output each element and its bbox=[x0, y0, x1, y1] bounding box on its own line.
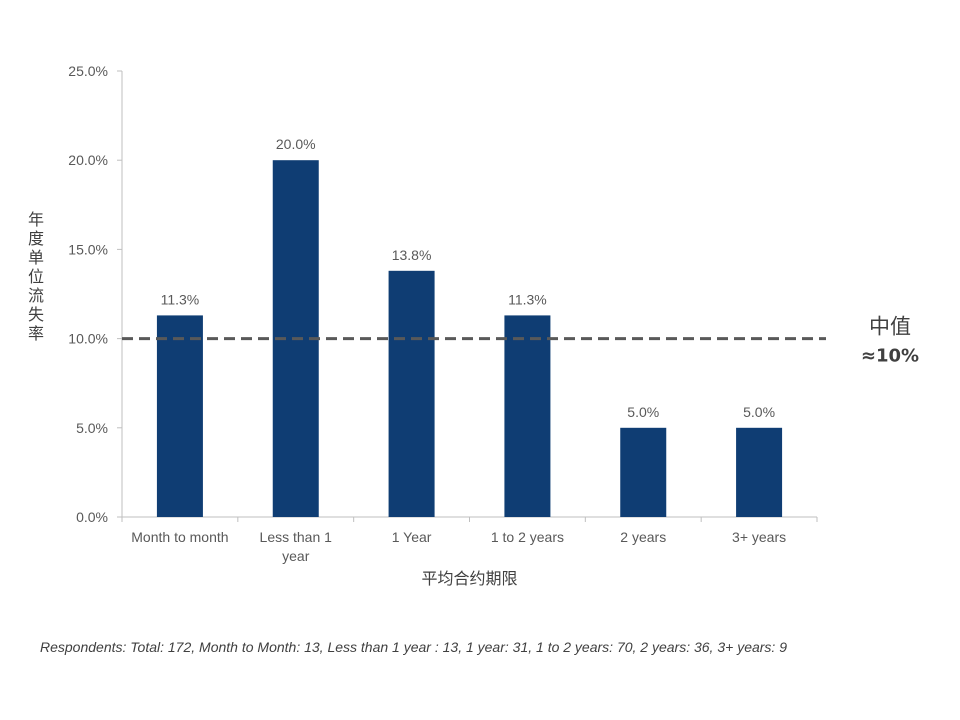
x-tick-label: Less than 1 year bbox=[260, 529, 333, 564]
x-axis-tick-labels: Month to month Less than 1 year 1 Year 1 to … bbox=[131, 529, 786, 564]
bar bbox=[620, 427, 667, 517]
x-tick-label: 1 Year bbox=[392, 529, 432, 545]
data-labels: 11.3% 20.0% 13.8% 11.3% 5.0% 5.0% bbox=[161, 136, 775, 420]
x-tick-label: 2 years bbox=[620, 529, 666, 545]
bar-series bbox=[156, 160, 783, 517]
median-value-label: ≈10% bbox=[861, 346, 919, 367]
x-tick-label: Month to month bbox=[131, 529, 228, 545]
bar bbox=[504, 315, 551, 517]
bar-data-label: 11.3% bbox=[508, 291, 547, 307]
x-axis-title: 平均合约期限 bbox=[421, 569, 517, 588]
x-tick-label: 1 to 2 years bbox=[491, 529, 564, 545]
y-axis-ticks bbox=[117, 70, 122, 518]
bar bbox=[736, 427, 783, 517]
y-axis-title: 年度单位流失率 bbox=[28, 210, 44, 343]
y-tick-label: 10.0% bbox=[68, 331, 108, 347]
bar-data-label: 5.0% bbox=[743, 404, 775, 420]
y-tick-label: 15.0% bbox=[68, 241, 108, 257]
median-label: 中值 bbox=[869, 315, 911, 339]
y-tick-label: 25.0% bbox=[68, 63, 108, 79]
bar bbox=[156, 315, 203, 517]
y-tick-label: 20.0% bbox=[68, 152, 108, 168]
y-tick-label: 0.0% bbox=[76, 509, 108, 525]
bar-data-label: 11.3% bbox=[161, 291, 200, 307]
bar bbox=[388, 270, 435, 517]
bar-data-label: 5.0% bbox=[627, 404, 659, 420]
y-tick-label: 5.0% bbox=[76, 420, 108, 436]
bar-data-label: 13.8% bbox=[392, 247, 432, 263]
x-tick-label: 3+ years bbox=[732, 529, 786, 545]
bar-data-label: 20.0% bbox=[276, 136, 316, 152]
respondents-footnote: Respondents: Total: 172, Month to Month:… bbox=[40, 639, 787, 655]
y-axis-tick-labels: 0.0% 5.0% 10.0% 15.0% 20.0% 25.0% bbox=[68, 63, 108, 525]
x-axis-ticks bbox=[121, 517, 818, 522]
